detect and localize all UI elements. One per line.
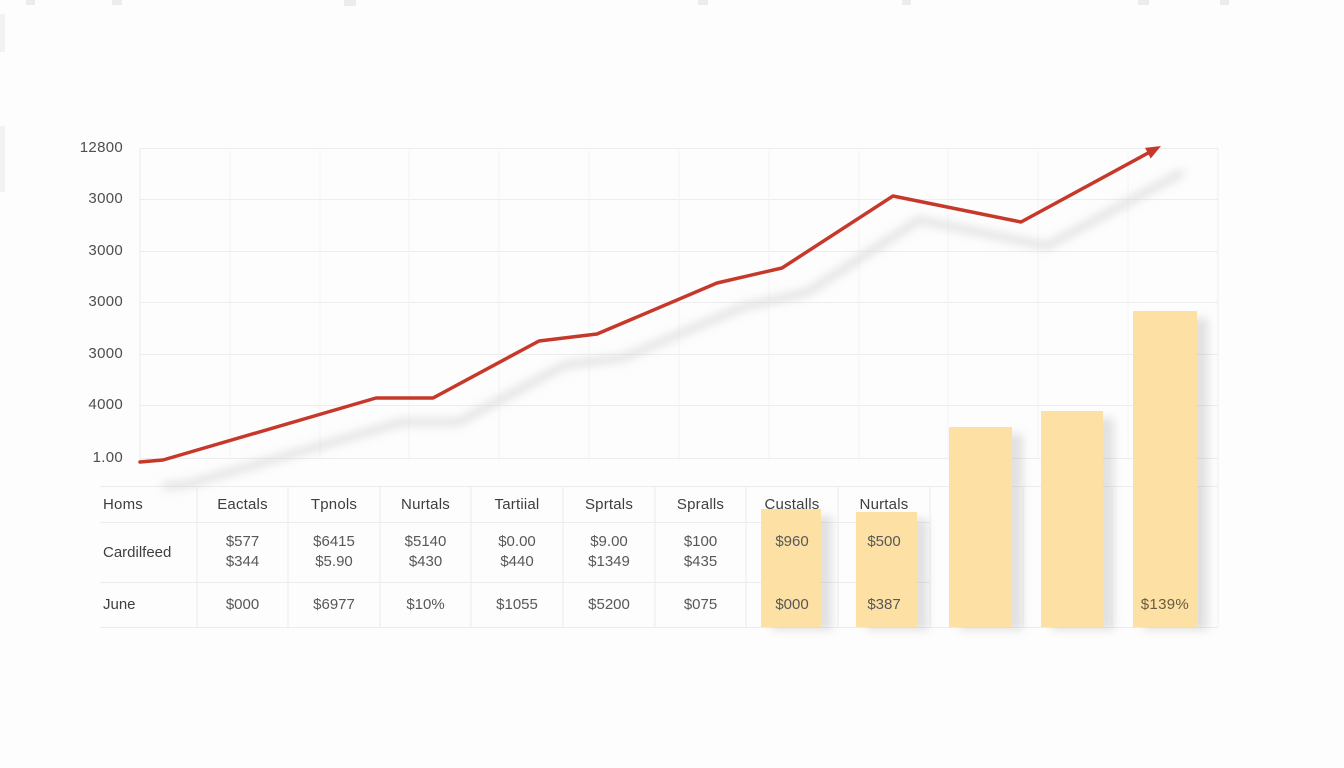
- edge-artifact: [112, 0, 122, 5]
- y-axis-tick-label: 4000: [88, 396, 123, 413]
- bar: [761, 509, 821, 627]
- bar-value-label: $139%: [1140, 596, 1189, 613]
- table-cell: $960: [775, 533, 809, 550]
- table-header: Tpnols: [310, 495, 358, 513]
- row-label: Cardilfeed: [103, 543, 172, 561]
- edge-artifact: [902, 0, 911, 5]
- row-label: June: [103, 596, 136, 613]
- table-header: Eactals: [217, 495, 268, 513]
- edge-artifact: [1138, 0, 1149, 5]
- y-axis-tick-label: 3000: [88, 190, 123, 207]
- edge-artifact: [698, 0, 708, 5]
- table-cell: $075: [683, 595, 718, 613]
- y-axis-tick-label: 1.00: [92, 449, 123, 466]
- y-axis-tick-label: 3000: [88, 242, 123, 259]
- bar: [1133, 311, 1197, 627]
- table-cell: $5200: [588, 595, 630, 613]
- y-axis-tick-label: 12800: [79, 139, 123, 156]
- edge-artifact: [0, 126, 5, 192]
- table-header: Spralls: [676, 495, 725, 513]
- table-cell: $100 $435: [683, 533, 718, 570]
- data-table: Homs Eactals Tpnols Nurtals Tartiial Spr…: [100, 486, 930, 627]
- table-header: Nurtals: [401, 495, 450, 513]
- bar: [949, 427, 1012, 627]
- table-header: Nurtals: [859, 495, 909, 513]
- y-axis-tick-label: 3000: [88, 293, 123, 310]
- trend-line-arrowhead-icon: [1145, 146, 1161, 159]
- table-header: Homs: [103, 495, 143, 513]
- table-cell: $6415 $5.90: [313, 533, 355, 570]
- edge-artifact: [26, 0, 35, 5]
- edge-artifact: [1220, 0, 1229, 5]
- trend-line-shadow: [162, 170, 1187, 490]
- table-cell: $000: [775, 595, 809, 613]
- table-cell: $0.00 $440: [498, 533, 536, 570]
- trend-line: [138, 150, 1152, 464]
- table-cell: $577 $344: [225, 533, 260, 570]
- table-cell: $6977: [313, 595, 355, 613]
- table-header: Sprtals: [584, 495, 634, 513]
- table-cell: $5140 $430: [404, 533, 447, 570]
- table-header: Tartiial: [494, 495, 540, 513]
- y-axis-tick-label: 3000: [88, 345, 123, 362]
- table-header: Custalls: [764, 495, 820, 513]
- table-cell: $387: [867, 595, 901, 613]
- table-cell: $000: [225, 595, 260, 613]
- table-cell: $9.00 $1349: [588, 533, 630, 570]
- bar: [1041, 411, 1103, 627]
- table-cell: $10%: [406, 595, 445, 613]
- table-cell: $1055: [496, 595, 538, 613]
- bar: [856, 512, 917, 627]
- table-cell: $500: [867, 533, 901, 550]
- edge-artifact: [344, 0, 356, 6]
- edge-artifact: [0, 14, 5, 52]
